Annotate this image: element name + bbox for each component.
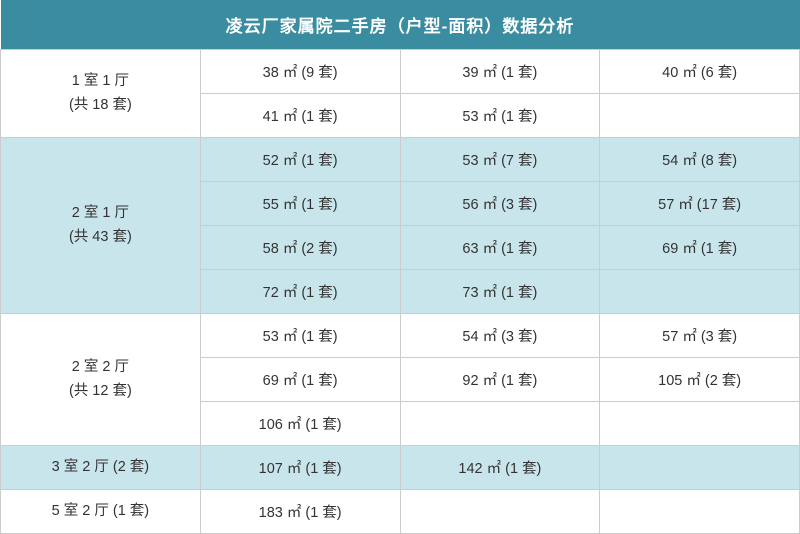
group-label: 3 室 2 厅 (2 套) [1,446,201,490]
group-label-line1: 1 室 1 厅 [1,70,200,93]
table-row: 1 室 1 厅 (共 18 套) 38 ㎡ (9 套) 39 ㎡ (1 套) 4… [1,50,800,94]
data-cell: 69 ㎡ (1 套) [200,358,400,402]
data-cell: 69 ㎡ (1 套) [600,226,800,270]
table-row: 2 室 2 厅 (共 12 套) 53 ㎡ (1 套) 54 ㎡ (3 套) 5… [1,314,800,358]
data-cell [600,402,800,446]
data-cell: 39 ㎡ (1 套) [400,50,600,94]
data-cell [400,402,600,446]
data-cell: 57 ㎡ (17 套) [600,182,800,226]
data-cell: 106 ㎡ (1 套) [200,402,400,446]
group-label: 1 室 1 厅 (共 18 套) [1,50,201,138]
data-cell: 53 ㎡ (1 套) [400,94,600,138]
table-row: 5 室 2 厅 (1 套) 183 ㎡ (1 套) [1,490,800,534]
group-label-line2: (共 12 套) [1,380,200,403]
data-cell: 63 ㎡ (1 套) [400,226,600,270]
data-cell: 57 ㎡ (3 套) [600,314,800,358]
table-container: 凌云厂家属院二手房（户型-面积）数据分析 1 室 1 厅 (共 18 套) 38… [0,0,800,534]
data-cell: 52 ㎡ (1 套) [200,138,400,182]
data-cell: 92 ㎡ (1 套) [400,358,600,402]
group-label-line1: 5 室 2 厅 (1 套) [1,500,200,523]
data-cell: 73 ㎡ (1 套) [400,270,600,314]
data-cell [400,490,600,534]
data-cell: 54 ㎡ (8 套) [600,138,800,182]
data-cell: 41 ㎡ (1 套) [200,94,400,138]
data-cell: 72 ㎡ (1 套) [200,270,400,314]
data-cell [600,270,800,314]
data-cell: 53 ㎡ (1 套) [200,314,400,358]
data-cell: 183 ㎡ (1 套) [200,490,400,534]
data-cell: 142 ㎡ (1 套) [400,446,600,490]
data-cell: 53 ㎡ (7 套) [400,138,600,182]
group-label: 2 室 2 厅 (共 12 套) [1,314,201,446]
table-title: 凌云厂家属院二手房（户型-面积）数据分析 [1,0,800,50]
group-label-line2: (共 43 套) [1,226,200,249]
group-label-line1: 2 室 1 厅 [1,202,200,225]
data-cell: 56 ㎡ (3 套) [400,182,600,226]
data-table: 凌云厂家属院二手房（户型-面积）数据分析 1 室 1 厅 (共 18 套) 38… [0,0,800,534]
data-cell [600,94,800,138]
table-row: 3 室 2 厅 (2 套) 107 ㎡ (1 套) 142 ㎡ (1 套) [1,446,800,490]
data-cell: 54 ㎡ (3 套) [400,314,600,358]
group-label: 2 室 1 厅 (共 43 套) [1,138,201,314]
data-cell [600,490,800,534]
data-cell: 38 ㎡ (9 套) [200,50,400,94]
data-cell: 40 ㎡ (6 套) [600,50,800,94]
data-cell [600,446,800,490]
group-label-line1: 2 室 2 厅 [1,356,200,379]
data-cell: 107 ㎡ (1 套) [200,446,400,490]
group-label-line2: (共 18 套) [1,94,200,117]
data-cell: 58 ㎡ (2 套) [200,226,400,270]
data-cell: 55 ㎡ (1 套) [200,182,400,226]
group-label-line1: 3 室 2 厅 (2 套) [1,456,200,479]
data-cell: 105 ㎡ (2 套) [600,358,800,402]
group-label: 5 室 2 厅 (1 套) [1,490,201,534]
table-row: 2 室 1 厅 (共 43 套) 52 ㎡ (1 套) 53 ㎡ (7 套) 5… [1,138,800,182]
